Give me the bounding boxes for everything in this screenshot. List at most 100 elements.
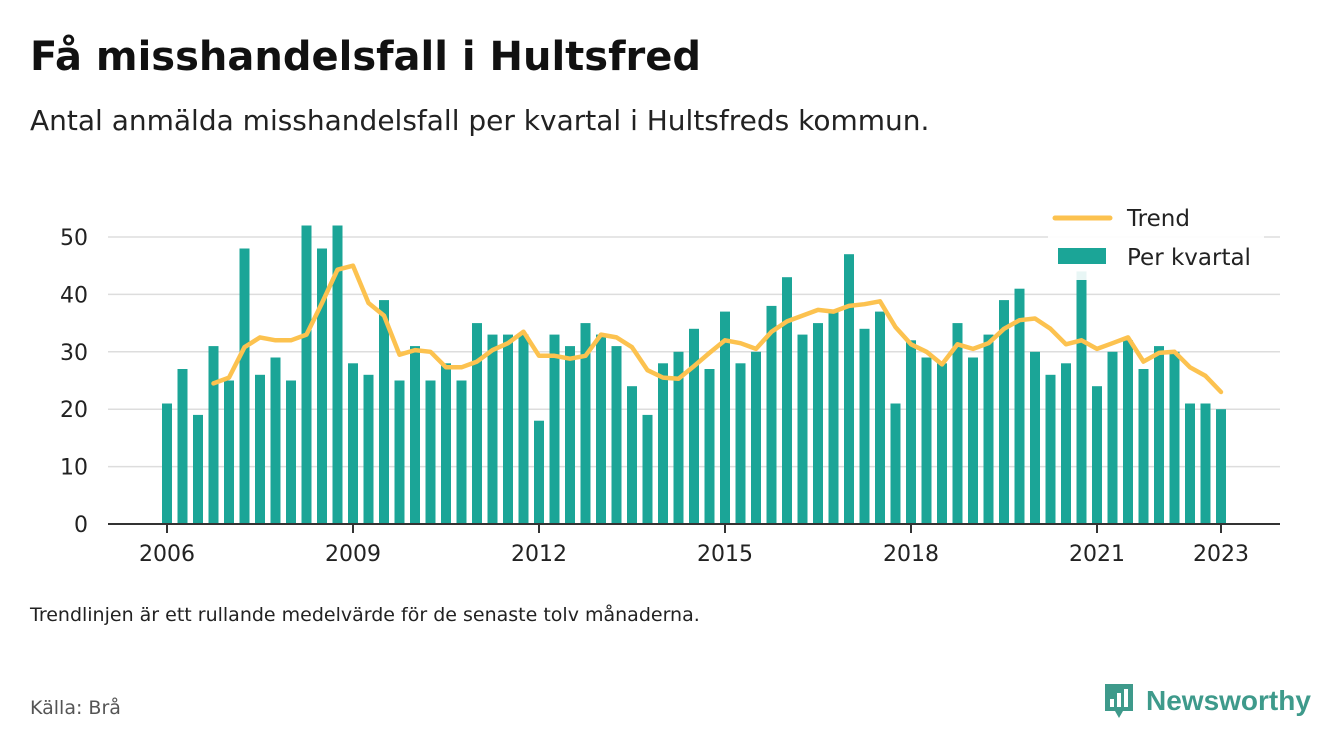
- bar: [472, 323, 482, 524]
- source-note: Källa: Brå: [30, 697, 121, 719]
- bar: [627, 386, 637, 524]
- bar-series: [162, 225, 1226, 524]
- bar: [704, 369, 715, 524]
- bar: [1045, 374, 1056, 524]
- bar: [906, 340, 916, 524]
- bar: [208, 346, 219, 524]
- bar: [751, 351, 761, 524]
- bar: [797, 334, 808, 524]
- bar: [348, 363, 358, 524]
- bar: [689, 328, 699, 524]
- x-axis-ticks: 2006 2009 2012 2015 2018 2021 2023: [139, 524, 1249, 567]
- legend-bar-label: Per kvartal: [1127, 245, 1251, 271]
- bar: [875, 311, 885, 524]
- x-tick-label: 2023: [1193, 542, 1249, 567]
- x-tick-label: 2015: [697, 542, 753, 567]
- bar: [456, 380, 467, 524]
- bar: [1092, 386, 1102, 524]
- bar: [720, 311, 730, 524]
- bar: [317, 248, 327, 524]
- newsworthy-logo-icon: [1105, 684, 1133, 718]
- bar: [642, 414, 653, 524]
- legend: Trend Per kvartal: [1048, 196, 1264, 280]
- bar: [1154, 346, 1164, 524]
- bar: [1014, 288, 1025, 524]
- y-axis-tick-labels: 0 10 20 30 40 50: [60, 226, 88, 538]
- x-tick-label: 2018: [883, 542, 939, 567]
- bar: [1123, 340, 1133, 524]
- bar: [673, 351, 684, 524]
- bar: [394, 380, 405, 524]
- bar: [999, 300, 1009, 524]
- bar: [286, 380, 296, 524]
- bar: [1169, 351, 1180, 524]
- bar: [844, 254, 854, 524]
- trend-series: [211, 263, 1224, 395]
- legend-trend-label: Trend: [1126, 206, 1190, 232]
- bar: [1076, 271, 1087, 524]
- chart-subtitle: Antal anmälda misshandelsfall per kvarta…: [30, 104, 930, 137]
- bar: [611, 346, 622, 524]
- bar: [425, 380, 436, 524]
- bar: [239, 248, 250, 524]
- bar: [1216, 409, 1226, 524]
- chart-title: Få misshandelsfall i Hultsfred: [30, 34, 701, 80]
- bar: [224, 380, 234, 524]
- y-tick-label: 0: [74, 513, 88, 538]
- bar: [518, 334, 529, 524]
- y-tick-label: 50: [60, 226, 88, 251]
- bar: [177, 369, 188, 524]
- bar: [828, 311, 839, 524]
- bar-chart: 0 10 20 30 40 50 2006 2009 2012 2015 2018 2021 2023…: [60, 196, 1280, 567]
- bar: [162, 403, 172, 524]
- bar: [952, 323, 963, 524]
- bar: [565, 346, 575, 524]
- brand-name: Newsworthy: [1146, 685, 1311, 716]
- bar: [968, 357, 978, 524]
- x-tick-label: 2006: [139, 542, 195, 567]
- bar: [1200, 403, 1211, 524]
- y-tick-label: 40: [60, 283, 88, 308]
- bar: [890, 403, 901, 524]
- brand-logo: Newsworthy: [1102, 681, 1311, 721]
- bar: [937, 363, 947, 524]
- bar: [270, 357, 281, 524]
- bar: [193, 414, 203, 524]
- bar: [332, 225, 343, 524]
- bar: [658, 363, 668, 524]
- x-tick-label: 2021: [1069, 542, 1125, 567]
- bar: [859, 328, 870, 524]
- bar: [782, 277, 792, 524]
- bar: [596, 334, 606, 524]
- y-tick-label: 20: [60, 398, 88, 423]
- bar: [1185, 403, 1195, 524]
- legend-bar-swatch: [1058, 248, 1106, 264]
- y-tick-label: 30: [60, 341, 88, 366]
- bar: [255, 374, 265, 524]
- bar: [379, 300, 389, 524]
- footnote: Trendlinjen är ett rullande medelvärde f…: [30, 604, 700, 626]
- x-tick-label: 2012: [511, 542, 567, 567]
- bar: [735, 363, 746, 524]
- bar: [534, 420, 544, 524]
- bar: [1138, 369, 1149, 524]
- bar: [503, 334, 513, 524]
- bar: [410, 346, 420, 524]
- legend-background: [1048, 196, 1264, 280]
- bar: [580, 323, 591, 524]
- bar: [1107, 351, 1118, 524]
- bar: [766, 305, 777, 524]
- bar: [1061, 363, 1071, 524]
- trend-line: [211, 263, 1224, 395]
- bar: [441, 363, 451, 524]
- bar: [487, 334, 498, 524]
- bar: [921, 357, 932, 524]
- bar: [1030, 351, 1040, 524]
- bar: [549, 334, 560, 524]
- bar: [301, 225, 312, 524]
- bar: [983, 334, 994, 524]
- bar: [813, 323, 823, 524]
- x-tick-label: 2009: [325, 542, 381, 567]
- y-tick-label: 10: [60, 456, 88, 481]
- bar: [363, 374, 374, 524]
